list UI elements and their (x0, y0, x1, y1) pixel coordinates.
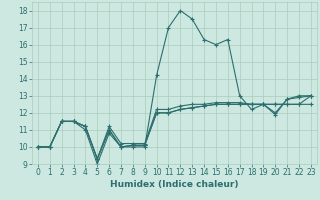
X-axis label: Humidex (Indice chaleur): Humidex (Indice chaleur) (110, 180, 239, 189)
